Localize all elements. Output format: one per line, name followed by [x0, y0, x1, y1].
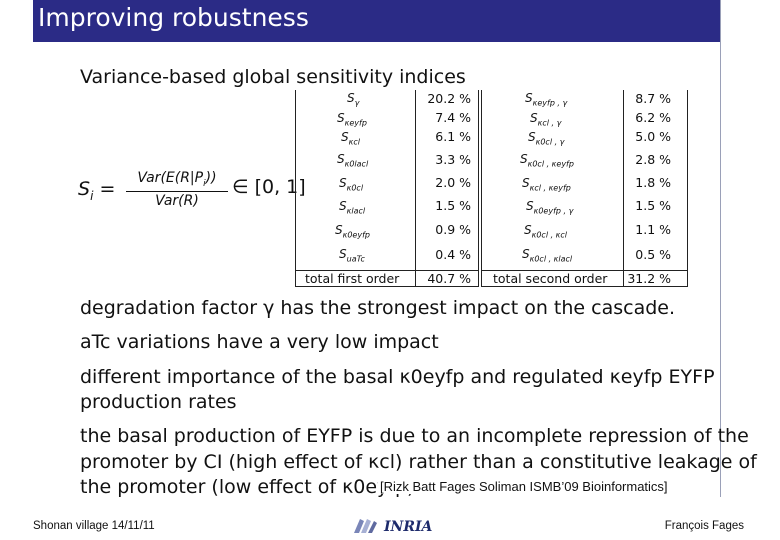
table-bottom-rule — [295, 286, 478, 287]
table-divider — [415, 90, 416, 287]
table-row-value: 1.5 % — [635, 198, 671, 213]
formula-denominator: Var(R) — [155, 192, 199, 209]
total-second-order-value: 31.2 % — [627, 271, 671, 286]
table-row-label: Sκeyfp , γ — [525, 91, 568, 108]
table-row-label: Sκ0cl , κlacl — [522, 247, 573, 264]
citation: [Rizk Batt Fages Soliman ISMB’09 Bioinfo… — [378, 479, 670, 494]
table-row-value: 1.8 % — [635, 175, 671, 190]
table-row-value: 8.7 % — [635, 91, 671, 106]
table-row-label: Sγ — [347, 91, 360, 108]
table-row-label: Sκ0cl , κcl — [524, 223, 568, 240]
table-divider — [478, 90, 479, 287]
total-first-order-value: 40.7 % — [427, 271, 471, 286]
table-divider — [481, 90, 482, 287]
bullet-importance-line1: different importance of the basal κ0eyfp… — [80, 366, 715, 388]
footer-author: François Fages — [664, 520, 744, 532]
inria-logo-mark — [354, 519, 377, 533]
table-row-label: Sκ0eyfp , γ — [526, 199, 574, 216]
bullet-basal-line1: the basal production of EYFP is due to a… — [80, 425, 749, 447]
table-row-label: Sκeyfp — [337, 111, 367, 128]
footer-venue-date: Shonan village 14/11/11 — [33, 520, 155, 532]
table-bottom-rule — [481, 286, 688, 287]
table-row-value: 0.9 % — [435, 222, 471, 237]
inria-logo-text: INRIA — [383, 519, 433, 535]
table-divider — [623, 90, 624, 287]
bullet-basal-line3: the promoter (low effect of κ0eyfp). — [80, 476, 421, 498]
table-row-value: 1.5 % — [435, 198, 471, 213]
table-row-value: 1.1 % — [635, 222, 671, 237]
table-row-value: 5.0 % — [635, 129, 671, 144]
table-row-label: Sκ0lacl — [337, 152, 369, 169]
table-row-value: 6.2 % — [635, 110, 671, 125]
table-row-value: 2.8 % — [635, 152, 671, 167]
table-row-value: 0.4 % — [435, 247, 471, 262]
table-row-value: 7.4 % — [435, 110, 471, 125]
table-row-label: Sκcl , κeyfp — [522, 176, 571, 193]
bullet-basal-line2: promoter by CI (high effect of κcl) rath… — [80, 451, 757, 473]
bullet-importance-line2: production rates — [80, 391, 237, 413]
frame-divider — [720, 0, 721, 497]
bullet-degradation: degradation factor γ has the strongest i… — [80, 297, 676, 319]
table-row-label: Sκ0cl , κeyfp — [520, 152, 574, 169]
formula-rhs: ∈ [0, 1] — [232, 176, 306, 198]
table-row-label: Sκcl , γ — [530, 111, 562, 128]
table-border-left — [295, 90, 296, 287]
slide-title: Improving robustness — [38, 3, 309, 32]
title-bar: Improving robustness — [33, 0, 721, 42]
formula-fraction: Var(E(R|Pi)) Var(R) — [126, 170, 228, 209]
section-heading: Variance-based global sensitivity indice… — [80, 66, 466, 88]
sensitivity-table: Sγ 20.2 % Sκeyfp 7.4 % Sκcl 6.1 % Sκ0lac… — [295, 90, 688, 287]
total-second-order-label: total second order — [493, 271, 608, 286]
table-row-label: SuaTc — [339, 247, 365, 264]
table-row-value: 0.5 % — [635, 247, 671, 262]
table-total-rule — [295, 270, 478, 271]
total-first-order-label: total first order — [305, 271, 400, 286]
bullet-atc: aTc variations have a very low impact — [80, 331, 439, 353]
table-total-rule — [481, 270, 688, 271]
table-row-value: 2.0 % — [435, 175, 471, 190]
formula-lhs: Si = — [78, 178, 116, 203]
table-row-label: Sκ0cl — [339, 176, 364, 193]
table-row-label: Sκ0eyfp — [335, 223, 370, 240]
table-row-value: 6.1 % — [435, 129, 471, 144]
inria-logo: INRIA — [354, 519, 433, 535]
table-row-label: Sκlacl — [339, 199, 366, 216]
table-row-value: 3.3 % — [435, 152, 471, 167]
table-row-label: Sκcl — [341, 130, 360, 147]
table-row-value: 20.2 % — [427, 91, 471, 106]
formula-numerator: Var(E(R|Pi)) — [126, 170, 228, 192]
table-border-right — [687, 90, 688, 287]
table-row-label: Sκ0cl , γ — [528, 130, 565, 147]
